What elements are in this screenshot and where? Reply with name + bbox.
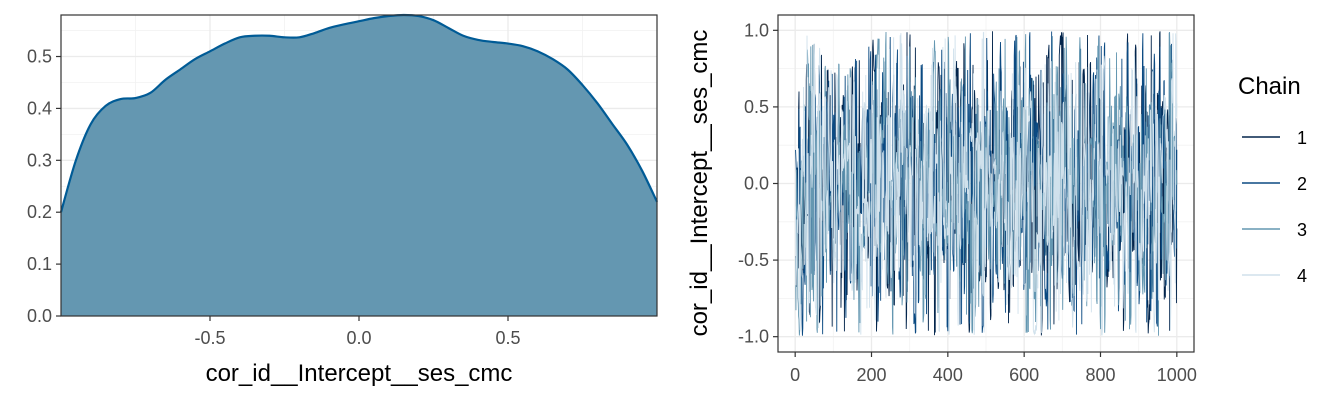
density-y-tick-label: 0.0: [27, 306, 52, 326]
trace-y-tick-label: 0.0: [744, 174, 769, 194]
density-y-tick-label: 0.1: [27, 254, 52, 274]
trace-y-axis: -1.0 -0.5 0.0 0.5 1.0: [738, 20, 778, 347]
trace-y-tick-label: 0.5: [744, 97, 769, 117]
trace-panel: 0 200 400 600 800 1000 -1.0 -0.5 0.0 0.5 1.0 cor_…: [686, 14, 1197, 385]
trace-x-tick-label: 600: [1009, 365, 1039, 385]
trace-y-axis-title: cor_id__Intercept__ses_cmc: [686, 30, 713, 337]
legend-item-chain-3: 3: [1242, 220, 1307, 240]
legend-label: 2: [1297, 174, 1307, 194]
legend-items: 1 2 3 4: [1242, 128, 1307, 286]
density-x-axis-title: cor_id__Intercept__ses_cmc: [206, 360, 513, 387]
legend-item-chain-1: 1: [1242, 128, 1307, 148]
trace-line-chain-4: [795, 31, 1178, 336]
density-x-tick-label: -0.5: [194, 328, 225, 348]
legend-label: 4: [1297, 266, 1307, 286]
density-x-axis: -0.5 0.0 0.5: [194, 316, 521, 348]
trace-y-tick-label: -1.0: [738, 327, 769, 347]
density-panel: -0.5 0.0 0.5 0.0 0.1 0.2 0.3 0.4 0.5 cor_id__In…: [27, 13, 658, 387]
trace-x-tick-label: 1000: [1157, 365, 1197, 385]
density-y-tick-label: 0.2: [27, 202, 52, 222]
trace-x-axis: 0 200 400 600 800 1000: [790, 352, 1197, 385]
density-curve: [59, 13, 658, 213]
legend-item-chain-4: 4: [1242, 266, 1307, 286]
density-y-tick-label: 0.3: [27, 150, 52, 170]
trace-x-tick-label: 800: [1085, 365, 1115, 385]
trace-y-tick-label: -0.5: [738, 250, 769, 270]
chain-legend: Chain 1 2 3 4: [1238, 73, 1307, 286]
density-y-axis: 0.0 0.1 0.2 0.3 0.4 0.5: [27, 47, 61, 326]
trace-x-tick-label: 0: [790, 365, 800, 385]
density-x-tick-label: 0.0: [346, 328, 371, 348]
trace-y-tick-label: 1.0: [744, 20, 769, 40]
legend-label: 3: [1297, 220, 1307, 240]
legend-label: 1: [1297, 128, 1307, 148]
trace-lines: [795, 31, 1178, 336]
density-y-tick-label: 0.5: [27, 47, 52, 67]
density-x-tick-label: 0.5: [495, 328, 520, 348]
density-y-tick-label: 0.4: [27, 98, 52, 118]
trace-x-tick-label: 400: [933, 365, 963, 385]
legend-item-chain-2: 2: [1242, 174, 1307, 194]
trace-x-tick-label: 200: [856, 365, 886, 385]
density-area: [61, 15, 657, 316]
trace-line-chain-1: [795, 31, 1178, 336]
legend-title: Chain: [1238, 73, 1301, 100]
